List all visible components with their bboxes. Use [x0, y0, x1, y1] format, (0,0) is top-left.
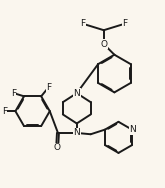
Text: F: F — [122, 19, 128, 28]
Text: F: F — [2, 107, 7, 116]
Text: F: F — [80, 19, 85, 28]
Text: N: N — [73, 89, 80, 98]
Text: N: N — [129, 125, 136, 134]
Text: O: O — [100, 40, 107, 49]
Text: F: F — [46, 83, 51, 92]
Text: O: O — [54, 143, 61, 152]
Text: N: N — [73, 128, 80, 137]
Text: F: F — [11, 89, 16, 98]
